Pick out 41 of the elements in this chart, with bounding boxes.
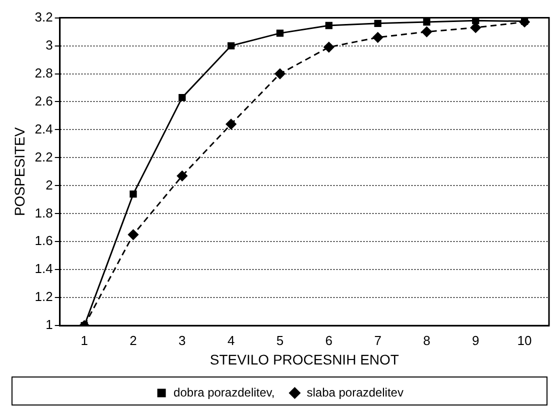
y-tick-label: 1.2 (34, 289, 53, 304)
x-tick-label: 8 (423, 332, 430, 348)
point (374, 20, 382, 27)
point (520, 18, 528, 25)
point (421, 26, 432, 38)
x-tick-label: 9 (472, 332, 480, 348)
y-tick-label: 2 (46, 177, 53, 192)
x-tick-label: 10 (517, 332, 532, 348)
point (324, 42, 334, 52)
point (276, 30, 284, 37)
y-tick-label: 2.8 (34, 65, 53, 80)
legend-label: dobra porazdelitev, (174, 385, 275, 400)
point (227, 42, 235, 50)
x-tick-label: 2 (130, 332, 137, 348)
y-tick-label: 2.4 (34, 121, 53, 136)
point (325, 22, 332, 30)
y-tick-label: 1.6 (34, 233, 53, 248)
x-axis-title: STEVILO PROCESNIH ENOT (210, 351, 400, 368)
point (274, 68, 286, 80)
y-tick-label: 1 (46, 317, 53, 332)
x-tick-label: 4 (227, 332, 235, 348)
point (178, 94, 186, 102)
y-tick-label: 3.2 (34, 9, 53, 24)
point (423, 18, 430, 26)
point (372, 32, 384, 43)
x-tick-label: 3 (178, 332, 186, 348)
y-tick-label: 2.6 (34, 93, 53, 108)
y-axis-title: POSPESITEV (11, 126, 28, 216)
point (226, 118, 236, 130)
x-tick-label: 1 (80, 332, 88, 348)
point (130, 190, 137, 198)
legend-label: slaba porazdelitev (306, 385, 404, 400)
y-tick-label: 1.8 (34, 205, 53, 220)
x-tick-label: 6 (325, 332, 333, 348)
y-tick-label: 2.2 (34, 149, 53, 164)
x-tick-label: 7 (374, 332, 382, 348)
point (176, 170, 188, 182)
y-tick-label: 1.4 (34, 261, 53, 276)
y-tick-label: 3 (46, 37, 53, 52)
x-tick-label: 5 (276, 332, 284, 348)
point (128, 229, 138, 240)
